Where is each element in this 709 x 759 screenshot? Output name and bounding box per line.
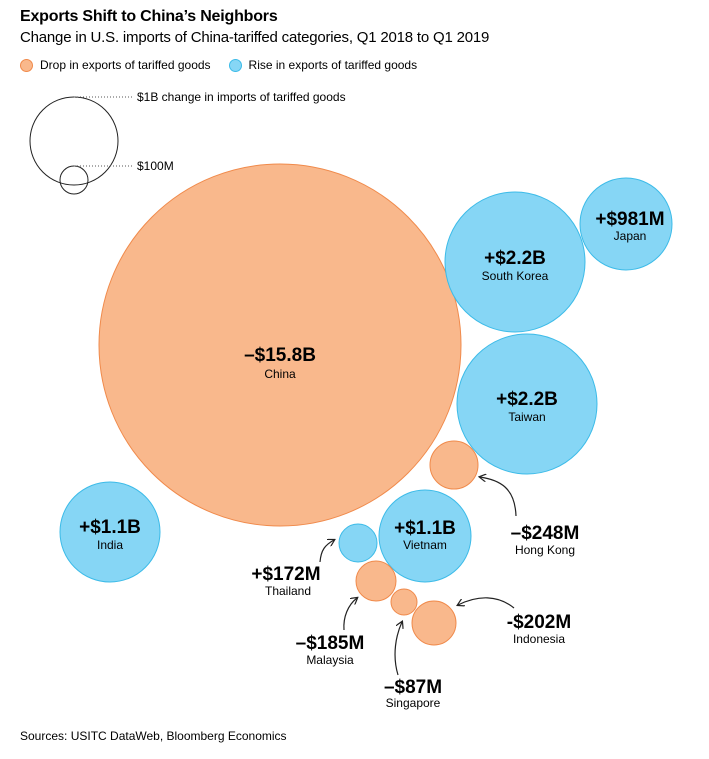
thailand-arrow [319, 540, 334, 563]
bubble-japan [579, 177, 673, 271]
bubbles [59, 163, 673, 646]
thailand-name-label: Thailand [265, 584, 311, 598]
japan-name-label: Japan [614, 229, 647, 243]
malaysia-value-label: –$185M [296, 633, 365, 654]
chart-subtitle: Change in U.S. imports of China-tariffed… [20, 29, 490, 46]
bubble-south-korea [444, 191, 586, 333]
japan-value-label: +$981M [595, 209, 664, 230]
legend-item-drop: Drop in exports of tariffed goods [20, 58, 211, 72]
taiwan-value-label: +$2.2B [496, 389, 558, 410]
size-key-small-circle [59, 165, 89, 195]
chart-title: Exports Shift to China’s Neighbors [20, 8, 278, 25]
hong-kong-value-label: –$248M [511, 523, 580, 544]
bubble-india [59, 481, 161, 583]
size-key-small-label: $100M [137, 159, 174, 173]
indonesia-value-label: -$202M [507, 612, 571, 633]
vietnam-name-label: Vietnam [403, 538, 447, 552]
indonesia-arrow [458, 597, 515, 609]
size-key-large-label: $1B change in imports of tariffed goods [137, 90, 346, 104]
south-korea-name-label: South Korea [482, 269, 549, 283]
hong-kong-name-label: Hong Kong [515, 543, 575, 557]
china-value-label: –$15.8B [244, 345, 316, 366]
singapore-name-label: Singapore [386, 696, 441, 710]
bubble-china [98, 163, 462, 527]
bubble-singapore [390, 588, 418, 616]
bubble-hong-kong [429, 440, 479, 490]
malaysia-name-label: Malaysia [306, 653, 354, 667]
taiwan-name-label: Taiwan [508, 410, 545, 424]
india-name-label: India [97, 538, 123, 552]
thailand-value-label: +$172M [251, 564, 320, 585]
legend-swatch-drop [20, 58, 33, 72]
singapore-arrow [394, 622, 402, 676]
india-value-label: +$1.1B [79, 517, 141, 538]
vietnam-value-label: +$1.1B [394, 518, 456, 539]
legend-swatch-rise [228, 58, 242, 72]
legend: Drop in exports of tariffed goods Rise i… [20, 58, 435, 72]
south-korea-value-label: +$2.2B [484, 248, 546, 269]
indonesia-name-label: Indonesia [513, 632, 565, 646]
source-note: Sources: USITC DataWeb, Bloomberg Econom… [20, 729, 287, 743]
size-key-large-circle [29, 96, 119, 186]
legend-label-rise: Rise in exports of tariffed goods [248, 58, 418, 72]
bubble-labels: –$15.8B China +$2.2B South Korea +$981M … [79, 209, 665, 710]
hong-kong-arrow [480, 477, 517, 517]
singapore-value-label: –$87M [384, 677, 442, 698]
bubble-thailand [338, 523, 378, 563]
bubble-taiwan [456, 333, 598, 475]
bubble-indonesia [411, 600, 457, 646]
legend-label-drop: Drop in exports of tariffed goods [40, 58, 211, 72]
china-name-label: China [264, 367, 296, 381]
annotation-arrows [319, 477, 517, 676]
size-key: $1B change in imports of tariffed goods … [29, 90, 346, 195]
legend-item-rise: Rise in exports of tariffed goods [228, 58, 418, 72]
bubble-vietnam [378, 489, 472, 583]
malaysia-arrow [343, 598, 357, 631]
bubble-malaysia [355, 560, 397, 602]
